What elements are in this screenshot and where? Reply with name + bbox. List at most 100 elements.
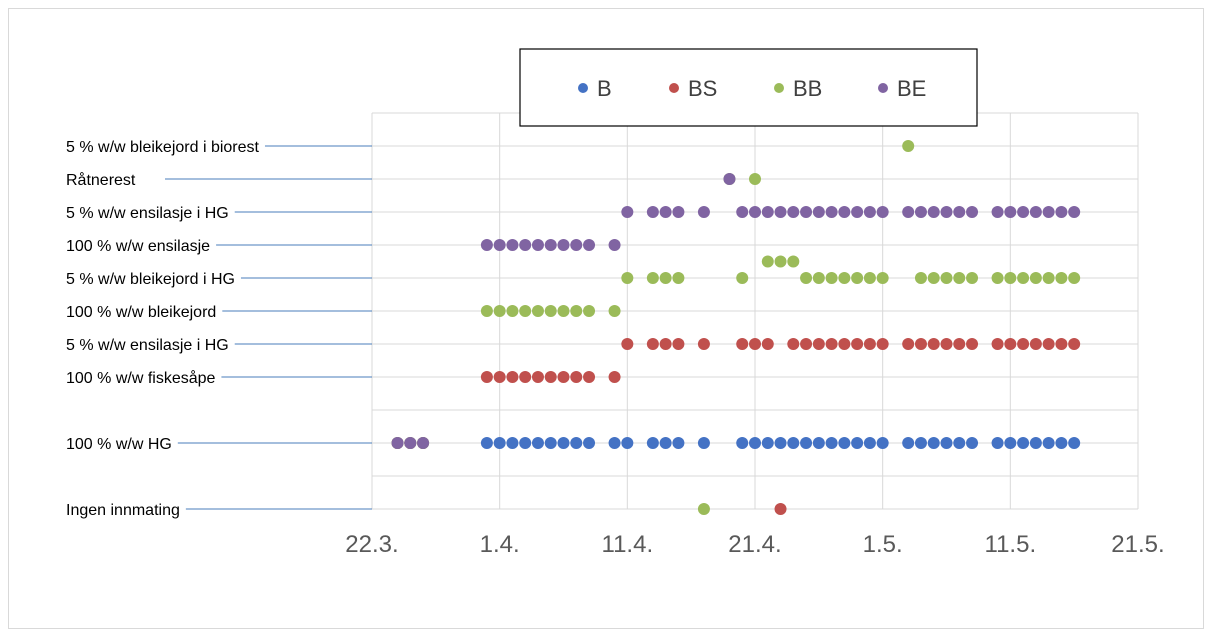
x-tick-labels: 22.3. 1.4. 11.4. 21.4. 1.5. 11.5. 21.5. — [345, 531, 1164, 558]
data-point-bb — [940, 272, 953, 284]
data-point-bb — [953, 272, 966, 284]
data-point-b — [697, 437, 710, 449]
data-points — [391, 140, 1081, 515]
data-point-bs — [519, 371, 532, 383]
data-point-be — [927, 206, 940, 218]
label-leader-lines — [165, 145, 372, 510]
data-point-bs — [914, 338, 927, 350]
data-point-b — [902, 437, 915, 449]
data-point-b — [608, 437, 621, 449]
data-point-b — [966, 437, 979, 449]
data-point-bs — [800, 338, 813, 350]
data-point-b — [583, 437, 596, 449]
y-category-labels: Ingen innmating 100 % w/w HG 100 % w/w fis… — [66, 139, 260, 519]
data-point-bb — [1004, 272, 1017, 284]
series-bs — [391, 338, 1081, 515]
data-point-bb — [608, 305, 621, 317]
data-point-b — [914, 437, 927, 449]
data-point-be — [544, 239, 557, 251]
data-point-be — [914, 206, 927, 218]
data-point-be — [583, 239, 596, 251]
data-point-bb — [927, 272, 940, 284]
y-category-label: 5 % w/w bleikejord i biorest — [66, 139, 260, 156]
data-point-bb — [493, 305, 506, 317]
data-point-b — [493, 437, 506, 449]
data-point-bs — [583, 371, 596, 383]
data-point-b — [621, 437, 634, 449]
data-point-b — [736, 437, 749, 449]
legend-marker-b — [578, 83, 588, 93]
legend-label: BB — [793, 76, 822, 101]
data-point-be — [531, 239, 544, 251]
data-point-b — [851, 437, 864, 449]
legend-box — [519, 48, 978, 127]
legend: B BS BB BE — [519, 48, 978, 127]
data-point-bs — [480, 371, 493, 383]
data-point-bs — [736, 338, 749, 350]
data-point-be — [506, 239, 519, 251]
data-point-b — [761, 437, 774, 449]
data-point-be — [863, 206, 876, 218]
data-point-b — [1004, 437, 1017, 449]
x-tick-label: 22.3. — [345, 531, 398, 558]
data-point-be — [787, 206, 800, 218]
y-category-label: 100 % w/w ensilasje — [66, 238, 210, 255]
data-point-bb — [736, 272, 749, 284]
data-point-b — [646, 437, 659, 449]
data-point-be — [1055, 206, 1068, 218]
data-point-bs — [838, 338, 851, 350]
data-point-bs — [787, 338, 800, 350]
data-point-be — [736, 206, 749, 218]
data-point-be — [749, 206, 761, 218]
y-category-label: 100 % w/w fiskesåpe — [66, 369, 216, 387]
data-point-bb — [531, 305, 544, 317]
data-point-be — [953, 206, 966, 218]
data-point-b — [876, 437, 889, 449]
data-point-be — [557, 239, 570, 251]
data-point-bs — [531, 371, 544, 383]
data-point-bs — [608, 371, 621, 383]
data-point-be — [493, 239, 506, 251]
data-point-bb — [851, 272, 864, 284]
data-point-bs — [927, 338, 940, 350]
y-category-label: 5 % w/w ensilasje i HG — [66, 337, 229, 354]
data-point-bb — [557, 305, 570, 317]
data-point-b — [506, 437, 519, 449]
legend-label: B — [597, 76, 612, 101]
legend-marker-be — [878, 83, 888, 93]
data-point-bb — [1017, 272, 1030, 284]
data-point-b — [774, 437, 787, 449]
y-category-label: 5 % w/w ensilasje i HG — [66, 205, 229, 222]
series-be — [391, 173, 1081, 449]
legend-marker-bb — [774, 83, 784, 93]
data-point-bs — [902, 338, 915, 350]
data-point-be — [940, 206, 953, 218]
data-point-be — [812, 206, 825, 218]
data-point-be — [404, 437, 417, 449]
data-point-b — [570, 437, 583, 449]
data-point-be — [672, 206, 685, 218]
data-point-be — [1068, 206, 1081, 218]
data-point-b — [991, 437, 1004, 449]
data-point-b — [825, 437, 838, 449]
data-point-b — [1068, 437, 1081, 449]
data-point-bb — [902, 140, 915, 152]
data-point-bs — [825, 338, 838, 350]
data-point-be — [621, 206, 634, 218]
data-point-be — [800, 206, 813, 218]
data-point-bb — [761, 255, 774, 268]
data-point-bb — [1029, 272, 1042, 284]
data-point-be — [570, 239, 583, 251]
data-point-bs — [493, 371, 506, 383]
data-point-be — [1017, 206, 1030, 218]
data-point-bs — [966, 338, 979, 350]
data-point-bs — [749, 338, 761, 350]
data-point-b — [749, 437, 761, 449]
data-point-bb — [863, 272, 876, 284]
y-category-label: 100 % w/w bleikejord — [66, 304, 216, 321]
legend-label: BS — [688, 76, 717, 101]
x-tick-label: 1.5. — [863, 531, 903, 558]
data-point-bb — [749, 173, 761, 185]
data-point-b — [1042, 437, 1055, 449]
